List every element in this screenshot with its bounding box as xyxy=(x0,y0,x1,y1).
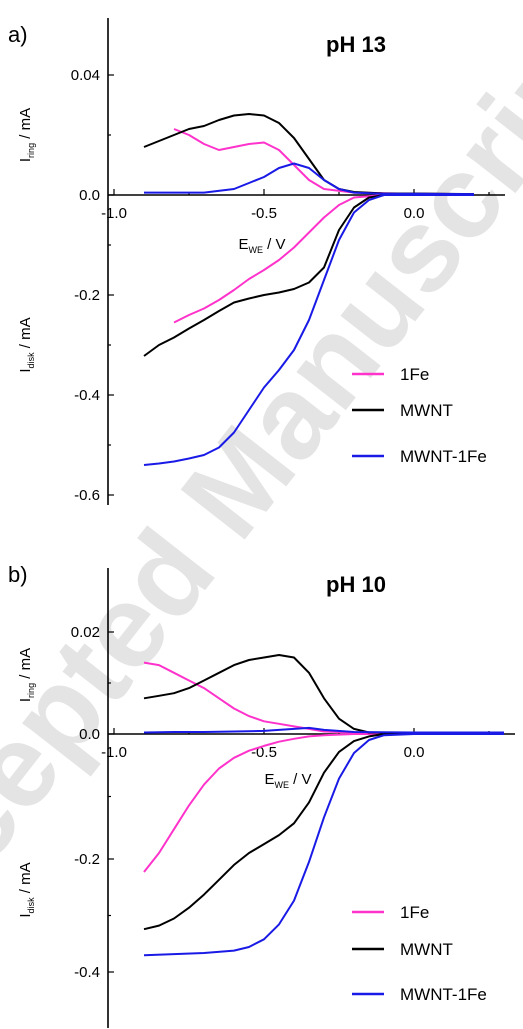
panel-title: pH 10 xyxy=(326,572,386,597)
x-axis-label: EWE / V xyxy=(238,236,285,255)
disk-tick-label: -0.4 xyxy=(74,964,100,981)
x-tick-label: 0.0 xyxy=(404,205,425,222)
x-axis-label: EWE / V xyxy=(264,771,311,790)
disk-curve-mwnt-1fe xyxy=(143,194,474,466)
ring-curve-mwnt xyxy=(143,654,504,734)
disk-curve-mwnt xyxy=(143,194,474,357)
legend-label: 1Fe xyxy=(400,365,429,384)
legend-label: MWNT-1Fe xyxy=(400,985,487,1004)
ring-tick-label: 0.04 xyxy=(71,67,100,84)
disk-curve-mwnt xyxy=(143,733,504,931)
legend-label: MWNT xyxy=(400,940,453,959)
x-tick-label: -1.0 xyxy=(101,205,127,222)
legend-label: MWNT-1Fe xyxy=(400,447,487,466)
ring-curve-mwnt-1fe xyxy=(144,162,475,196)
panel-a: a) pH 13 -1.0 -0.5 0.0 EWE / V 0.04 0.0 -0.2 -0.4… xyxy=(8,18,505,505)
disk-tick-label: -0.2 xyxy=(74,851,100,868)
x-tick-label: -0.5 xyxy=(251,205,277,222)
disk-tick-label: -0.2 xyxy=(74,287,100,304)
disk-tick-label: -0.4 xyxy=(74,387,100,404)
ring-tick-label: 0.0 xyxy=(79,726,100,743)
legend-label: 1Fe xyxy=(400,903,429,922)
disk-curve-1fe xyxy=(173,194,474,324)
ring-curve-mwnt-1fe xyxy=(143,726,504,734)
panel-title: pH 13 xyxy=(326,32,386,57)
ring-curve-1fe xyxy=(143,661,504,734)
ring-tick-label: 0.02 xyxy=(71,624,100,641)
ring-tick-label: 0.0 xyxy=(79,187,100,204)
x-tick-label: -1.0 xyxy=(101,744,127,761)
ring-axis-label: Iring / mA xyxy=(17,648,36,702)
disk-axis-label: Idisk / mA xyxy=(17,317,36,372)
disk-curve-mwnt-1fe xyxy=(143,733,504,957)
disk-axis-label: Idisk / mA xyxy=(17,862,36,917)
disk-curve-1fe xyxy=(143,733,504,873)
ring-axis-label: Iring / mA xyxy=(17,108,36,162)
legend-label: MWNT xyxy=(400,401,453,420)
disk-tick-label: -0.6 xyxy=(74,487,100,504)
panel-letter: b) xyxy=(8,562,28,587)
panel-letter: a) xyxy=(8,22,28,47)
x-tick-label: 0.0 xyxy=(404,744,425,761)
